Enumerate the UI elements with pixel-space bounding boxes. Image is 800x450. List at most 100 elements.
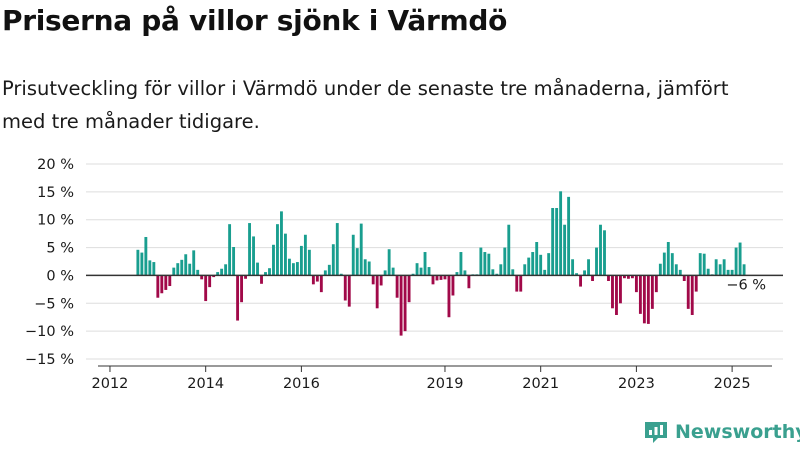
- bar: [619, 275, 622, 304]
- bar: [638, 275, 642, 314]
- bar: [164, 275, 168, 290]
- labels: 20 % 15 % 10 % 5 % 0 % −5 % −10 % −15 % 2012 2014…: [25, 157, 766, 392]
- bar: [678, 269, 682, 276]
- x-tick-label: 2016: [283, 376, 320, 392]
- bar: [511, 269, 515, 276]
- bar: [359, 223, 363, 276]
- bar: [144, 236, 148, 276]
- bar: [291, 263, 295, 276]
- bar: [375, 275, 379, 309]
- bar: [280, 211, 283, 276]
- bar-chart: 20 % 15 % 10 % 5 % 0 % −5 % −10 % −15 % 2012 2014…: [25, 157, 783, 392]
- axes: [86, 274, 783, 372]
- bar: [272, 244, 275, 276]
- bar: [535, 242, 539, 276]
- bar: [591, 275, 594, 281]
- bar: [335, 223, 339, 276]
- x-tick-label: 2014: [187, 376, 224, 392]
- bar: [507, 224, 511, 276]
- y-tick-label: 0 %: [46, 268, 74, 284]
- bar: [180, 259, 184, 276]
- bar: [583, 270, 586, 276]
- y-tick-label: −10 %: [25, 324, 74, 340]
- bar: [658, 263, 662, 276]
- bar: [559, 191, 563, 276]
- bar: [730, 269, 734, 276]
- bar: [543, 269, 547, 276]
- bar: [642, 275, 646, 324]
- chart-title: Priserna på villor sjönk i Värmdö: [2, 4, 508, 37]
- bar: [694, 275, 698, 292]
- bar: [650, 275, 654, 309]
- bar: [395, 275, 399, 298]
- bar: [176, 263, 180, 276]
- bar: [738, 242, 742, 276]
- bar: [551, 208, 555, 276]
- bar: [407, 275, 411, 303]
- bar: [459, 252, 463, 276]
- y-tick-label: 15 %: [37, 185, 74, 201]
- bar: [403, 275, 407, 332]
- bar: [188, 263, 192, 276]
- bar: [299, 245, 303, 276]
- bar: [156, 275, 160, 298]
- bar: [547, 253, 551, 276]
- bar: [495, 273, 499, 276]
- bar: [355, 248, 359, 276]
- bar: [666, 242, 670, 276]
- bar: [148, 260, 152, 276]
- bar: [184, 254, 188, 276]
- bar: [734, 247, 738, 276]
- y-tick-label: −5 %: [34, 296, 74, 312]
- bar: [220, 268, 224, 276]
- bar: [463, 270, 467, 276]
- bar: [232, 247, 236, 276]
- x-tick-label: 2012: [92, 376, 129, 392]
- x-tick-label: 2021: [522, 376, 559, 392]
- bar: [248, 223, 251, 276]
- bar: [256, 262, 259, 276]
- bar: [523, 264, 527, 276]
- bar: [491, 269, 495, 276]
- bar: [439, 275, 443, 280]
- bar: [208, 275, 212, 288]
- bar: [563, 224, 567, 276]
- bar: [603, 230, 606, 276]
- bar: [587, 259, 590, 276]
- bar: [303, 234, 307, 276]
- bar: [455, 272, 459, 276]
- x-tick-label: 2025: [714, 376, 751, 392]
- bar: [718, 264, 722, 276]
- bar: [212, 275, 216, 278]
- bar: [327, 264, 331, 276]
- bar: [447, 275, 451, 318]
- bar: [690, 275, 694, 315]
- bar: [140, 252, 144, 276]
- x-tick-label: 2019: [427, 376, 464, 392]
- bar: [682, 275, 686, 281]
- bar: [443, 275, 447, 280]
- bar: [200, 275, 204, 280]
- y-tick-label: 5 %: [46, 241, 74, 257]
- bar: [216, 272, 220, 276]
- bar: [331, 244, 335, 276]
- bar: [575, 273, 579, 276]
- last-value-label: −6 %: [726, 277, 766, 293]
- bar: [319, 275, 323, 293]
- y-tick-label: 10 %: [37, 213, 74, 229]
- bar: [714, 259, 718, 276]
- bar: [607, 275, 610, 281]
- bar: [611, 275, 614, 309]
- bar: [503, 247, 507, 276]
- bar: [615, 275, 618, 315]
- bar: [646, 275, 650, 324]
- bar: [630, 275, 634, 279]
- bar: [419, 267, 423, 276]
- bar: [698, 253, 702, 276]
- bar: [339, 273, 343, 276]
- bar: [411, 273, 415, 276]
- bar: [527, 257, 531, 276]
- bar: [307, 249, 311, 276]
- bar: [674, 264, 678, 276]
- bar: [431, 275, 435, 285]
